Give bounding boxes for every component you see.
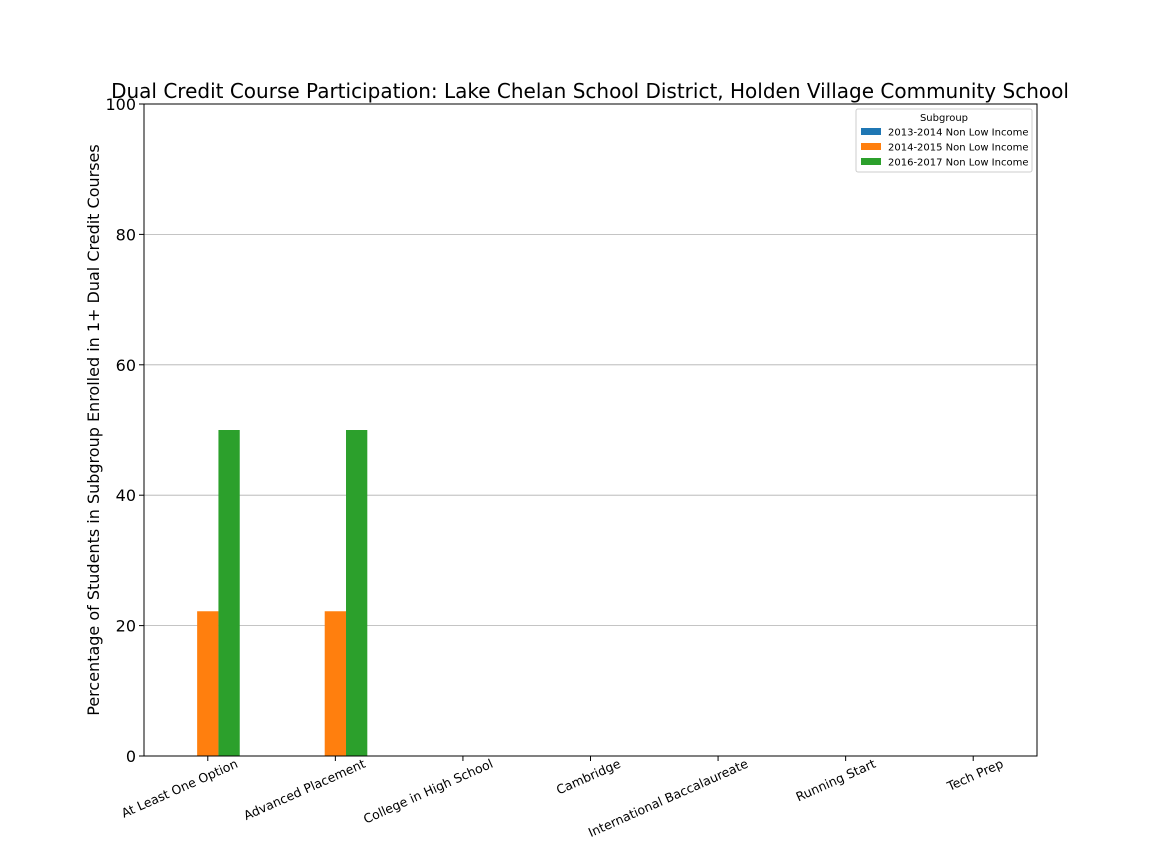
y-tick-label: 0: [126, 747, 136, 766]
y-axis-label: Percentage of Students in Subgroup Enrol…: [84, 144, 103, 715]
bar: [218, 430, 240, 756]
y-tick-label: 100: [105, 95, 136, 114]
legend-box: [855, 108, 1033, 173]
bar: [346, 430, 368, 756]
x-tick-label: Advanced Placement: [241, 756, 367, 823]
legend-swatch: [861, 128, 881, 135]
grid-lines: [144, 233, 1037, 626]
legend: Subgroup 2013-2014 Non Low Income 2014-20…: [855, 108, 1033, 173]
y-axis: 0 20 40 60 80 100: [105, 95, 144, 766]
bar: [324, 611, 347, 756]
legend-label: 2013-2014 Non Low Income: [888, 128, 1028, 139]
legend-items: 2013-2014 Non Low Income 2014-2015 Non Lo…: [861, 128, 1028, 169]
x-tick-label: Tech Prep: [944, 756, 1006, 794]
x-axis: At Least One Option Advanced PlacementCol…: [119, 756, 1006, 840]
legend-title: Subgroup: [920, 113, 968, 124]
x-tick-label: Cambridge: [554, 756, 623, 798]
chart-title: Dual Credit Course Participation: Lake C…: [111, 79, 1069, 103]
x-tick-label: College in High School: [361, 756, 495, 827]
legend-swatch: [861, 143, 881, 150]
y-tick-label: 20: [116, 617, 136, 636]
bar: [197, 611, 219, 756]
legend-label: 2014-2015 Non Low Income: [888, 143, 1028, 154]
legend-label: 2016-2017 Non Low Income: [888, 158, 1028, 169]
legend-swatch: [861, 158, 881, 165]
plot-area-frame: [143, 103, 1038, 757]
bars: [197, 430, 368, 756]
x-tick-label: At Least One Option: [119, 756, 240, 821]
y-tick-label: 60: [116, 356, 136, 375]
y-tick-label: 40: [116, 486, 136, 505]
x-tick-label: Running Start: [793, 756, 878, 805]
y-tick-label: 80: [116, 225, 136, 244]
